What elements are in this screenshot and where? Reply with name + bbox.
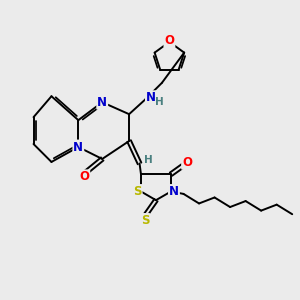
Text: N: N [169,185,179,198]
Text: N: N [146,91,156,104]
Text: O: O [164,34,174,47]
Text: O: O [182,156,192,169]
Text: S: S [141,214,149,227]
Text: H: H [154,97,163,107]
Text: N: N [73,140,83,154]
Text: S: S [133,185,142,198]
Text: O: O [79,170,89,183]
Text: H: H [143,155,152,166]
Text: N: N [97,96,107,109]
